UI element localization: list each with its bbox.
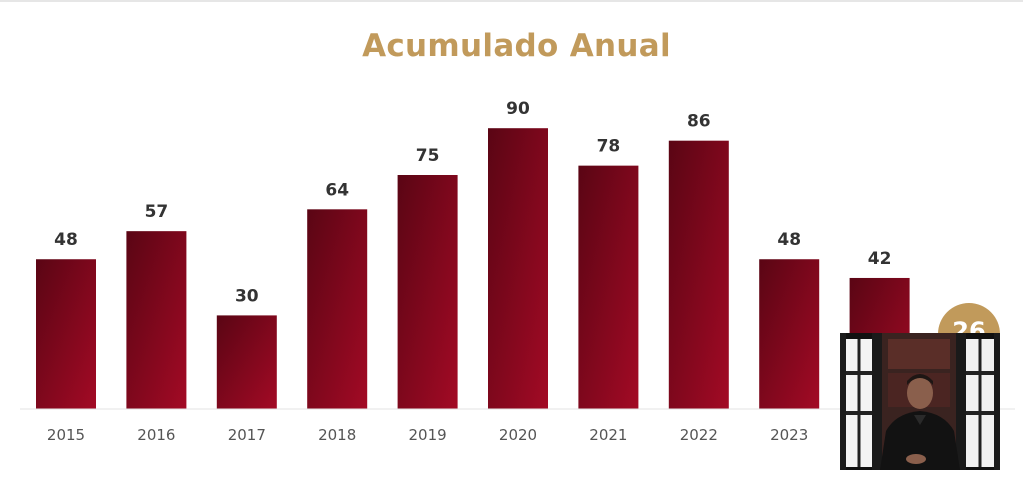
x-tick-2017: 2017 bbox=[228, 426, 266, 444]
video-inset bbox=[840, 333, 1000, 470]
x-tick-2020: 2020 bbox=[499, 426, 537, 444]
data-labels: 48 57 30 64 75 90 78 86 48 42 bbox=[54, 99, 891, 306]
top-rule bbox=[0, 0, 1023, 2]
bar-2020 bbox=[488, 128, 548, 409]
bar-2021 bbox=[578, 165, 639, 409]
bar-2018 bbox=[307, 209, 368, 409]
x-tick-2019: 2019 bbox=[409, 426, 447, 444]
bar-2022 bbox=[668, 140, 729, 409]
data-label-2021: 78 bbox=[597, 137, 621, 157]
data-label-2022: 86 bbox=[687, 112, 711, 132]
bar-2016 bbox=[126, 231, 187, 409]
x-tick-2015: 2015 bbox=[47, 426, 85, 444]
data-label-2019: 75 bbox=[416, 146, 440, 166]
data-label-2016: 57 bbox=[145, 202, 169, 222]
x-tick-2021: 2021 bbox=[589, 426, 627, 444]
bar-2019 bbox=[397, 175, 458, 409]
x-tick-2016: 2016 bbox=[137, 426, 175, 444]
data-label-2015: 48 bbox=[54, 230, 78, 250]
data-label-2024: 42 bbox=[868, 249, 892, 269]
chart-title: Acumulado Anual bbox=[362, 28, 671, 64]
bar-2015 bbox=[36, 259, 96, 409]
x-tick-2018: 2018 bbox=[318, 426, 356, 444]
x-tick-labels: 2015201620172018201920202021202220232024 bbox=[47, 426, 899, 444]
x-tick-2022: 2022 bbox=[680, 426, 718, 444]
bar-2023 bbox=[759, 259, 820, 409]
data-label-2023: 48 bbox=[777, 230, 801, 250]
bar-2017 bbox=[216, 315, 277, 409]
speaker-video-image bbox=[840, 333, 1000, 470]
bars bbox=[36, 128, 910, 409]
x-tick-2023: 2023 bbox=[770, 426, 808, 444]
data-label-2018: 64 bbox=[325, 180, 349, 200]
data-label-2017: 30 bbox=[235, 286, 259, 306]
data-label-2020: 90 bbox=[506, 99, 530, 119]
